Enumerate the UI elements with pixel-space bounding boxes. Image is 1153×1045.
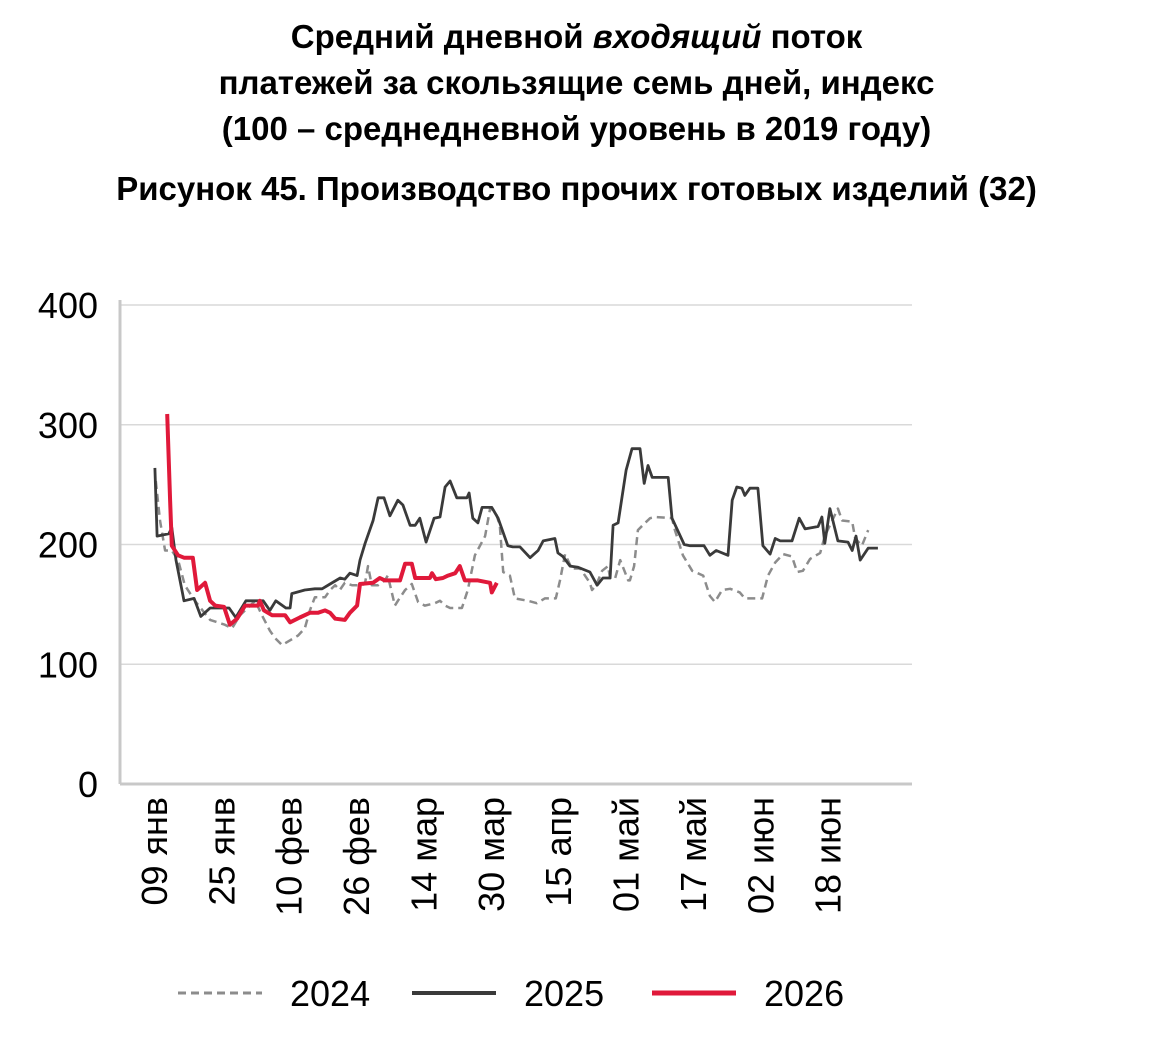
chart-subtitle: Рисунок 45. Производство прочих готовых … <box>116 170 1037 207</box>
x-tick-label: 01 май <box>606 797 647 912</box>
x-tick-label: 02 июн <box>740 797 781 914</box>
legend-label-2024: 2024 <box>290 973 370 1014</box>
y-tick-label: 100 <box>38 644 98 685</box>
x-tick-label: 09 янв <box>134 797 175 906</box>
y-tick-label: 300 <box>38 405 98 446</box>
x-tick-label: 17 май <box>673 797 714 912</box>
series-line-2025 <box>153 447 878 619</box>
y-tick-label: 200 <box>38 525 98 566</box>
chart-title: Средний дневной входящий поток платежей … <box>0 14 1153 152</box>
legend-label-2026: 2026 <box>764 973 844 1014</box>
x-tick-label: 30 мар <box>471 797 512 912</box>
title-line-3: (100 – среднедневной уровень в 2019 году… <box>221 110 932 147</box>
legend-label-2025: 2025 <box>524 973 604 1014</box>
series-line-2024 <box>154 480 870 647</box>
series-line-2026 <box>165 413 499 627</box>
title-italic-word: входящий <box>592 18 762 55</box>
x-tick-label: 15 апр <box>538 797 579 907</box>
x-tick-label: 25 янв <box>201 797 242 906</box>
x-tick-label: 10 фев <box>269 797 310 916</box>
title-line-1: Средний дневной входящий поток <box>290 18 863 55</box>
title-line-2: платежей за скользящие семь дней, индекс <box>218 64 935 101</box>
x-tick-label: 26 фев <box>336 797 377 916</box>
x-tick-label: 18 июн <box>808 797 849 914</box>
y-tick-label: 0 <box>78 764 98 805</box>
y-tick-label: 400 <box>38 285 98 326</box>
x-tick-label: 14 мар <box>403 797 444 912</box>
